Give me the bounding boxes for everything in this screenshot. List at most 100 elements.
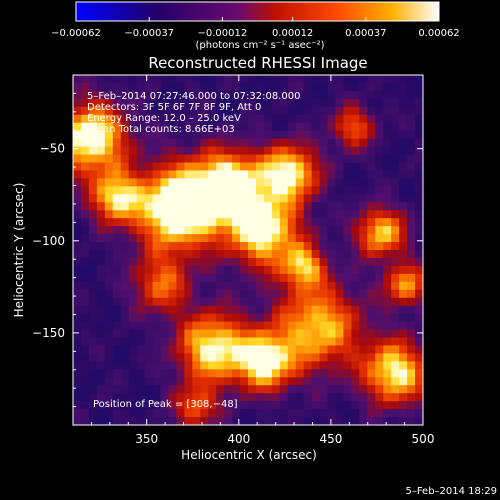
heatmap-cell: [184, 202, 193, 211]
heatmap-cell: [367, 385, 376, 394]
heatmap-cell: [327, 75, 337, 84]
heatmap-cell: [335, 170, 345, 179]
heatmap-cell: [136, 82, 146, 92]
heatmap-cell: [399, 289, 408, 299]
heatmap-cell: [359, 361, 368, 370]
heatmap-cell: [399, 409, 408, 418]
heatmap-cell: [359, 321, 368, 331]
heatmap-cell: [367, 289, 376, 299]
heatmap-cell: [112, 377, 122, 386]
heatmap-cell: [112, 257, 122, 267]
heatmap-cell: [136, 114, 146, 124]
heatmap-cell: [375, 305, 384, 315]
heatmap-cell: [104, 106, 114, 116]
heatmap-cell: [343, 146, 352, 156]
heatmap-cell: [104, 82, 114, 92]
heatmap-cell: [279, 154, 289, 164]
heatmap-cell: [255, 226, 265, 235]
heatmap-cell: [144, 265, 154, 275]
heatmap-cell: [128, 154, 138, 164]
heatmap-cell: [80, 98, 90, 108]
heatmap-cell: [295, 409, 305, 418]
heatmap-cell: [216, 154, 225, 164]
heatmap-cell: [80, 146, 90, 156]
heatmap-cell: [303, 409, 313, 418]
heatmap-cell: [335, 321, 345, 331]
heatmap-cell: [351, 345, 360, 354]
heatmap-cell: [367, 90, 376, 100]
heatmap-cell: [168, 194, 177, 203]
heatmap-cell: [120, 417, 130, 425]
heatmap-cell: [359, 250, 368, 259]
heatmap-cell: [311, 353, 321, 362]
heatmap-cell: [399, 321, 408, 331]
heatmap-cell: [311, 321, 321, 331]
heatmap-cell: [192, 202, 201, 211]
heatmap-cell: [232, 305, 241, 315]
heatmap-cell: [279, 122, 289, 132]
heatmap-cell: [168, 234, 177, 243]
heatmap-cell: [192, 146, 201, 156]
heatmap-cell: [295, 313, 305, 323]
heatmap-cell: [407, 138, 416, 148]
heatmap-cell: [216, 130, 225, 140]
heatmap-cell: [248, 369, 257, 378]
heatmap-cell: [152, 170, 162, 179]
heatmap-cell: [279, 281, 289, 291]
heatmap-cell: [287, 234, 297, 243]
heatmap-cell: [184, 178, 193, 187]
heatmap-cell: [311, 98, 321, 108]
heatmap-cell: [120, 401, 130, 410]
heatmap-cell: [144, 353, 154, 362]
heatmap-cell: [271, 281, 281, 291]
heatmap-cell: [415, 385, 423, 394]
heatmap-cell: [112, 345, 122, 354]
heatmap-cell: [88, 90, 98, 100]
heatmap-cell: [144, 361, 154, 370]
heatmap-cell: [136, 138, 146, 148]
heatmap-cell: [295, 273, 305, 283]
heatmap-cell: [104, 202, 114, 211]
heatmap-cell: [287, 194, 297, 203]
heatmap-cell: [271, 202, 281, 211]
heatmap-cell: [359, 90, 368, 100]
heatmap-cell: [73, 138, 82, 148]
heatmap-cell: [240, 369, 249, 378]
heatmap-cell: [96, 234, 106, 243]
heatmap-cell: [96, 75, 106, 84]
heatmap-cell: [192, 250, 201, 259]
heatmap-cell: [367, 98, 376, 108]
heatmap-cell: [248, 202, 257, 211]
heatmap-cell: [73, 305, 82, 315]
heatmap-cell: [96, 218, 106, 227]
heatmap-cell: [120, 281, 130, 291]
heatmap-cell: [88, 98, 98, 108]
heatmap-cell: [176, 75, 185, 84]
heatmap-cell: [271, 234, 281, 243]
heatmap-cell: [343, 265, 352, 275]
heatmap-cell: [327, 154, 337, 164]
heatmap-cell: [343, 289, 352, 299]
heatmap-cell: [279, 361, 289, 370]
heatmap-cell: [216, 90, 225, 100]
heatmap-cell: [303, 273, 313, 283]
heatmap-cell: [232, 186, 241, 195]
heatmap-cell: [120, 226, 130, 235]
heatmap-cell: [319, 257, 329, 267]
heatmap-cell: [232, 218, 241, 227]
heatmap-cell: [383, 210, 392, 219]
heatmap-cell: [104, 130, 114, 140]
heatmap-cell: [160, 377, 170, 386]
heatmap-cell: [399, 242, 408, 251]
heatmap-cell: [176, 250, 185, 259]
heatmap-cell: [303, 305, 313, 315]
heatmap-cell: [160, 313, 170, 323]
heatmap-cell: [200, 242, 209, 251]
heatmap-cell: [192, 170, 201, 179]
heatmap-cell: [216, 218, 225, 227]
heatmap-cell: [208, 353, 217, 362]
colorbar-tick-label: 0.00062: [418, 28, 459, 39]
heatmap-cell: [160, 226, 170, 235]
heatmap-cell: [263, 154, 273, 164]
heatmap-cell: [367, 106, 376, 116]
